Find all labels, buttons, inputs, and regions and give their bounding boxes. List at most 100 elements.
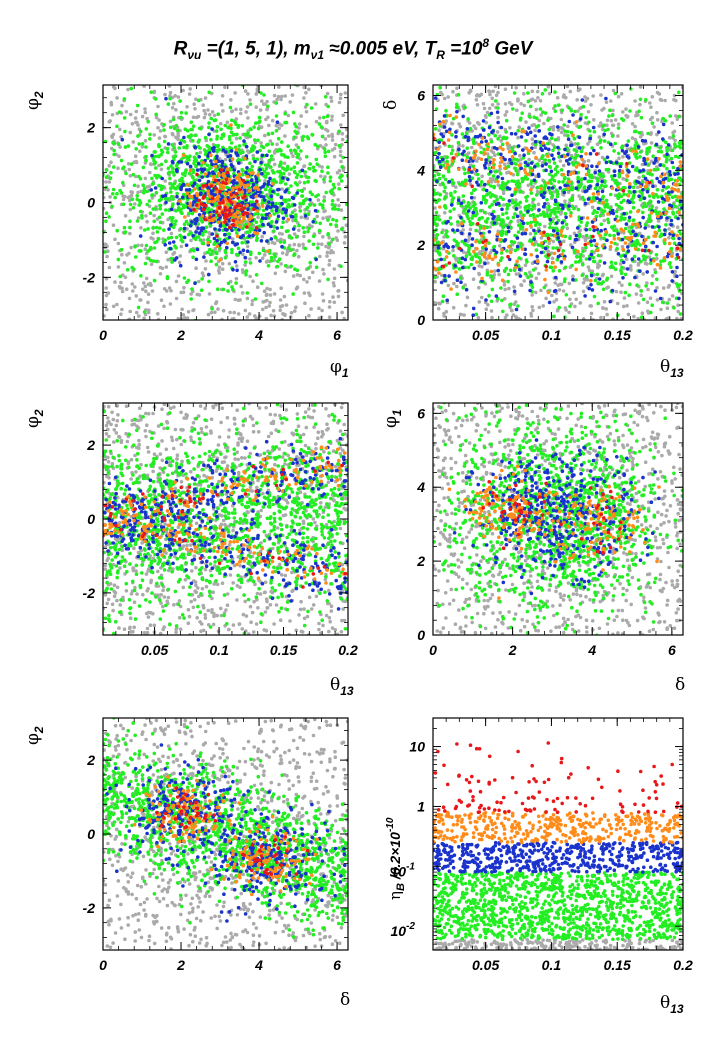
- green-point: [306, 180, 310, 184]
- gray-point: [573, 142, 577, 146]
- blue-point: [313, 208, 318, 213]
- gray-point: [477, 300, 482, 304]
- gray-point: [529, 311, 533, 316]
- gray-point: [304, 124, 309, 129]
- green-point: [214, 129, 219, 133]
- green-point: [142, 228, 147, 232]
- gray-point: [118, 127, 122, 132]
- blue-point: [276, 187, 280, 192]
- blue-point: [228, 154, 233, 158]
- blue-point: [230, 228, 234, 233]
- green-point: [638, 155, 642, 159]
- green-point: [553, 138, 558, 142]
- green-point: [317, 122, 322, 126]
- blue-point: [182, 135, 186, 140]
- gray-point: [120, 289, 125, 294]
- green-point: [254, 238, 259, 243]
- green-point: [564, 222, 569, 227]
- gray-point: [532, 123, 536, 127]
- blue-point: [175, 194, 179, 199]
- gray-point: [576, 88, 581, 93]
- blue-point: [197, 231, 202, 235]
- gray-point: [675, 225, 680, 229]
- green-point: [237, 147, 241, 152]
- orange-point: [211, 218, 215, 223]
- gray-point: [568, 297, 572, 302]
- orange-point: [188, 204, 192, 208]
- gray-point: [127, 198, 132, 203]
- green-point: [531, 268, 536, 272]
- gray-point: [275, 238, 280, 243]
- gray-point: [496, 90, 500, 95]
- green-point: [489, 299, 494, 304]
- blue-point: [217, 228, 222, 232]
- gray-point: [633, 99, 637, 103]
- gray-point: [496, 183, 501, 187]
- green-point: [328, 179, 333, 183]
- green-point: [487, 205, 492, 209]
- gray-point: [230, 109, 235, 113]
- gray-point: [301, 242, 305, 247]
- blue-point: [200, 169, 205, 173]
- green-point: [326, 277, 330, 282]
- green-point: [180, 239, 185, 244]
- green-point: [124, 171, 128, 176]
- gray-point: [680, 291, 683, 296]
- red-point: [203, 183, 208, 188]
- gray-point: [158, 272, 163, 276]
- green-point: [619, 161, 624, 166]
- green-point: [219, 136, 224, 141]
- green-point: [600, 183, 604, 188]
- green-point: [257, 116, 262, 120]
- blue-point: [188, 164, 193, 169]
- green-point: [539, 184, 544, 188]
- gray-point: [667, 235, 671, 240]
- green-point: [148, 211, 153, 215]
- green-point: [236, 246, 241, 251]
- green-point: [97, 240, 101, 244]
- green-point: [148, 245, 153, 250]
- green-point: [169, 164, 173, 168]
- gray-point: [484, 115, 488, 119]
- green-point: [535, 162, 540, 166]
- gray-point: [338, 149, 343, 154]
- gray-point: [324, 120, 329, 125]
- gray-point: [293, 208, 297, 212]
- gray-point: [303, 301, 307, 306]
- green-point: [581, 262, 585, 267]
- gray-point: [679, 317, 683, 320]
- gray-point: [144, 289, 148, 294]
- gray-point: [556, 136, 561, 140]
- green-point: [323, 150, 328, 154]
- gray-point: [104, 286, 108, 290]
- gray-point: [268, 293, 273, 297]
- gray-point: [326, 245, 331, 250]
- green-point: [482, 187, 486, 192]
- gray-point: [442, 235, 446, 239]
- gray-point: [655, 256, 659, 261]
- blue-point: [210, 189, 215, 193]
- gray-point: [434, 170, 439, 174]
- green-point: [527, 203, 531, 208]
- gray-point: [667, 227, 671, 231]
- green-point: [518, 190, 522, 194]
- blue-point: [276, 214, 281, 219]
- gray-point: [268, 139, 273, 143]
- green-point: [516, 304, 520, 308]
- gray-point: [650, 95, 655, 99]
- gray-point: [489, 180, 494, 184]
- green-point: [509, 219, 513, 224]
- gray-point: [245, 105, 250, 109]
- green-point: [269, 197, 274, 202]
- green-point: [447, 169, 451, 174]
- blue-point: [176, 201, 180, 206]
- green-point: [245, 230, 250, 234]
- green-point: [655, 188, 660, 192]
- gray-point: [321, 216, 325, 220]
- gray-point: [138, 298, 142, 302]
- green-point: [253, 297, 258, 301]
- green-point: [180, 211, 184, 216]
- red-point: [195, 172, 199, 177]
- green-point: [263, 187, 268, 192]
